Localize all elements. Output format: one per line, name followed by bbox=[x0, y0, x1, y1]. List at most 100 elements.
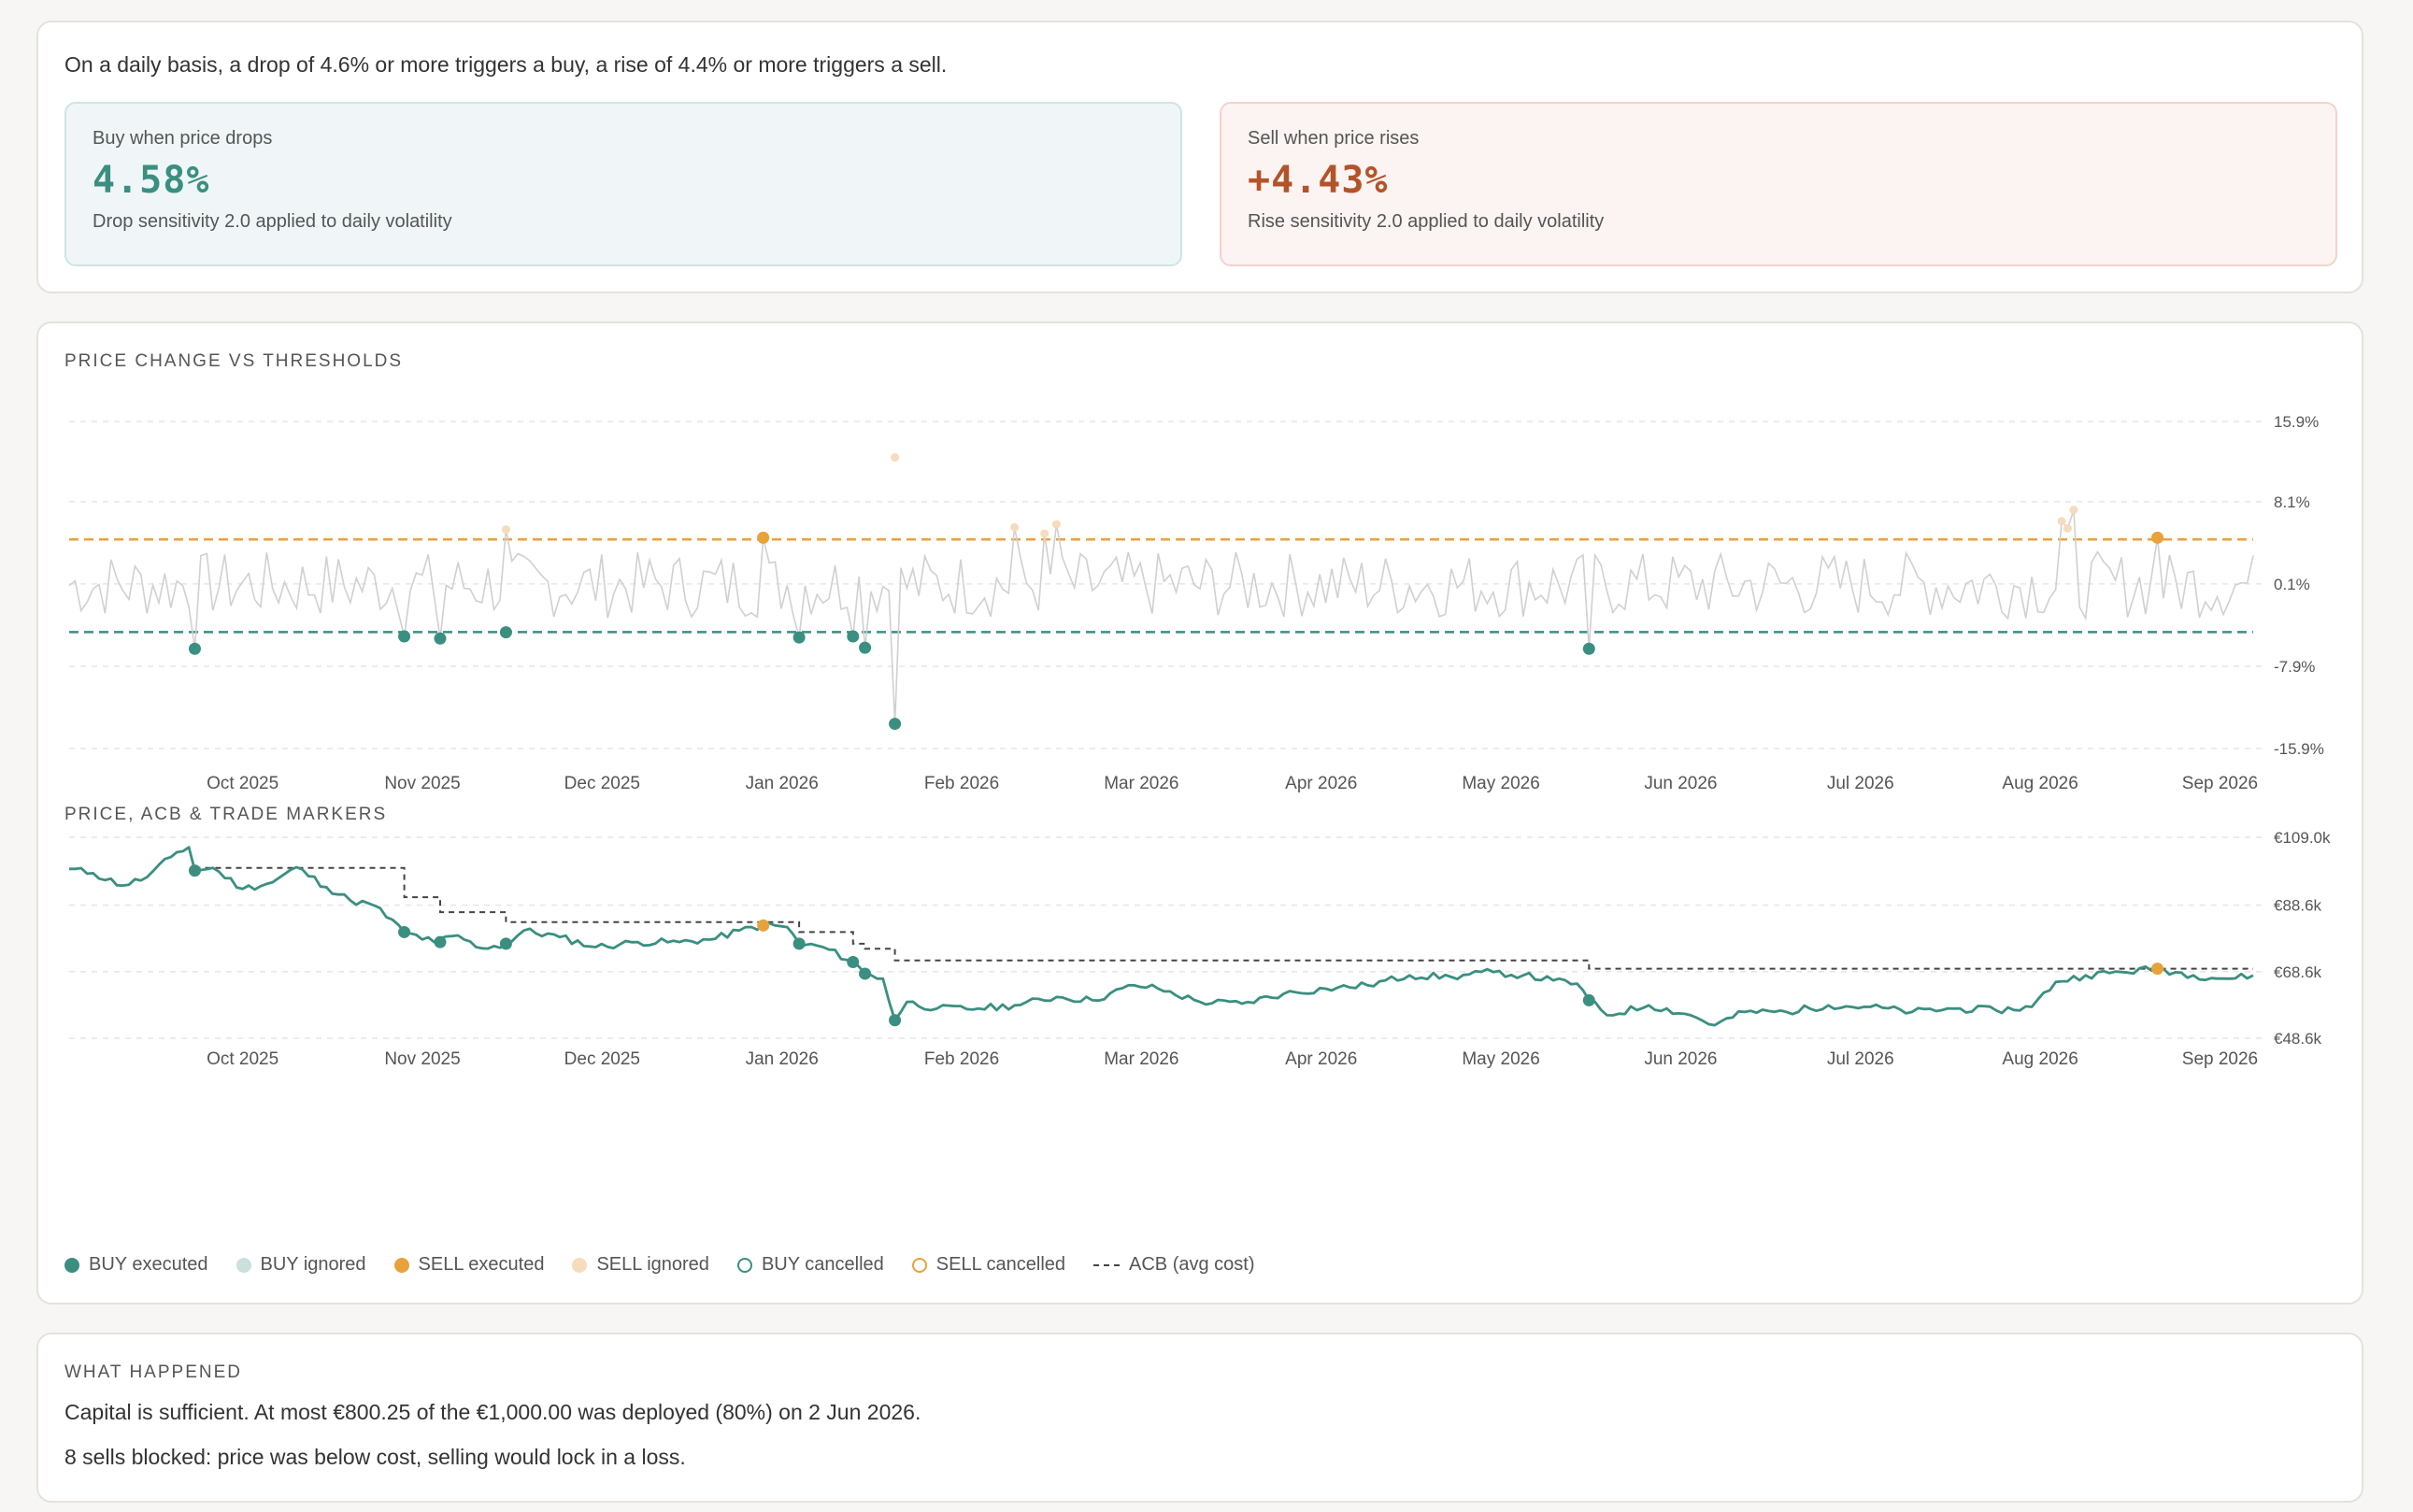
buy-threshold-label: Buy when price drops bbox=[93, 128, 273, 149]
x-tick-label: Apr 2026 bbox=[1285, 1049, 1357, 1069]
x-tick-label: Oct 2025 bbox=[207, 774, 278, 793]
buy-threshold-box: Buy when price drops 4.58% Drop sensitiv… bbox=[64, 102, 1182, 266]
x-tick-label: Apr 2026 bbox=[1285, 774, 1357, 793]
legend-sell-executed: SELL executed bbox=[393, 1254, 545, 1276]
x-tick-label: Mar 2026 bbox=[1104, 1049, 1178, 1069]
change-chart-title: PRICE CHANGE VS THRESHOLDS bbox=[64, 351, 404, 371]
buy-executed-marker bbox=[434, 935, 447, 949]
sell-ignored-marker bbox=[2063, 523, 2073, 533]
charts-card: PRICE CHANGE VS THRESHOLDS 15.9% 8.1% 0.1%… bbox=[36, 321, 2363, 1305]
sell-executed-marker bbox=[757, 919, 770, 932]
x-tick-label: Jan 2026 bbox=[746, 774, 819, 793]
legend-label: BUY executed bbox=[89, 1254, 208, 1275]
legend-label: SELL ignored bbox=[596, 1254, 709, 1275]
legend-label: BUY ignored bbox=[260, 1254, 366, 1275]
buy-executed-marker bbox=[499, 937, 512, 950]
buy-executed-marker bbox=[859, 967, 872, 980]
y-tick-label: €68.6k bbox=[2274, 963, 2322, 981]
legend-sell-cancelled: SELL cancelled bbox=[911, 1254, 1065, 1276]
y-tick-label: 15.9% bbox=[2274, 413, 2319, 431]
buy-cancelled-swatch bbox=[736, 1257, 752, 1273]
sell-threshold-sub: Rise sensitivity 2.0 applied to daily vo… bbox=[1248, 211, 1605, 232]
what-happened-title: WHAT HAPPENED bbox=[64, 1362, 242, 1382]
buy-executed-marker bbox=[398, 630, 411, 643]
sell-ignored-marker bbox=[501, 525, 510, 535]
acb-swatch bbox=[1093, 1263, 1121, 1266]
x-tick-label: Jun 2026 bbox=[1644, 1049, 1717, 1069]
chart-legend: BUY executed BUY ignored SELL executed S… bbox=[64, 1254, 1255, 1276]
x-tick-label: Mar 2026 bbox=[1104, 774, 1178, 793]
x-tick-label: Nov 2025 bbox=[384, 1049, 460, 1069]
daily-change-line bbox=[68, 509, 2254, 724]
y-tick-label: €88.6k bbox=[2274, 897, 2322, 915]
x-tick-label: Aug 2026 bbox=[2002, 774, 2077, 793]
sell-ignored-marker bbox=[891, 453, 900, 463]
x-tick-label: May 2026 bbox=[1462, 1049, 1539, 1069]
buy-executed-marker bbox=[188, 642, 201, 655]
x-tick-label: Oct 2025 bbox=[207, 1049, 278, 1069]
y-tick-label: -7.9% bbox=[2274, 658, 2315, 676]
sell-ignored-marker bbox=[1040, 529, 1049, 538]
y-tick-label: €109.0k bbox=[2274, 829, 2331, 847]
sell-threshold-box: Sell when price rises +4.43% Rise sensit… bbox=[1220, 102, 2337, 266]
x-tick-label: Aug 2026 bbox=[2002, 1049, 2077, 1069]
legend-buy-executed: BUY executed bbox=[64, 1254, 208, 1276]
sell-threshold-label: Sell when price rises bbox=[1248, 128, 1420, 149]
x-tick-label: Sep 2026 bbox=[2182, 1049, 2258, 1069]
buy-ignored-swatch bbox=[236, 1257, 251, 1273]
x-tick-label: Dec 2025 bbox=[564, 1049, 640, 1069]
price-line bbox=[69, 846, 2254, 1027]
x-tick-label: Sep 2026 bbox=[2182, 774, 2258, 793]
buy-executed-marker bbox=[434, 632, 447, 645]
legend-acb: ACB (avg cost) bbox=[1093, 1254, 1255, 1276]
sell-executed-marker bbox=[757, 531, 770, 544]
sell-ignored-marker bbox=[1010, 522, 1020, 532]
buy-executed-marker bbox=[889, 718, 902, 731]
sell-ignored-marker bbox=[1051, 520, 1061, 529]
price-acb-chart: €109.0k €88.6k €68.6k €48.6k Oct 2025 Nov 202… bbox=[69, 829, 2331, 1069]
buy-executed-marker bbox=[859, 641, 872, 654]
x-tick-label: Jun 2026 bbox=[1644, 774, 1717, 793]
x-tick-label: Jul 2026 bbox=[1827, 774, 1894, 793]
what-happened-line-1: Capital is sufficient. At most €800.25 o… bbox=[64, 1400, 921, 1424]
x-tick-label: May 2026 bbox=[1462, 774, 1539, 793]
buy-executed-swatch bbox=[64, 1257, 79, 1273]
buy-executed-marker bbox=[847, 630, 860, 643]
legend-label: SELL executed bbox=[418, 1254, 545, 1275]
sell-ignored-swatch bbox=[572, 1257, 588, 1273]
buy-executed-marker bbox=[1582, 993, 1595, 1006]
y-tick-label: 8.1% bbox=[2274, 493, 2310, 511]
y-tick-label: €48.6k bbox=[2274, 1030, 2322, 1048]
sell-executed-swatch bbox=[393, 1257, 409, 1273]
sell-executed-marker bbox=[2151, 531, 2164, 544]
buy-executed-marker bbox=[499, 626, 512, 639]
sell-ignored-marker bbox=[2069, 506, 2078, 515]
buy-executed-marker bbox=[889, 1014, 902, 1027]
x-tick-label: Feb 2026 bbox=[924, 774, 999, 793]
sell-cancelled-swatch bbox=[911, 1257, 927, 1273]
sell-threshold-value: +4.43% bbox=[1248, 159, 1389, 202]
x-tick-label: Jul 2026 bbox=[1827, 1049, 1894, 1069]
price-chart-title: PRICE, ACB & TRADE MARKERS bbox=[64, 805, 388, 824]
buy-threshold-value: 4.58% bbox=[93, 159, 210, 202]
legend-label: BUY cancelled bbox=[761, 1254, 884, 1275]
legend-buy-cancelled: BUY cancelled bbox=[736, 1254, 884, 1276]
x-tick-label: Dec 2025 bbox=[564, 774, 640, 793]
legend-sell-ignored: SELL ignored bbox=[572, 1254, 709, 1276]
sell-ignored-marker bbox=[2057, 517, 2066, 526]
buy-executed-marker bbox=[847, 955, 860, 968]
y-tick-label: -15.9% bbox=[2274, 740, 2324, 758]
what-happened-card: WHAT HAPPENED Capital is sufficient. At … bbox=[36, 1333, 2363, 1503]
legend-buy-ignored: BUY ignored bbox=[236, 1254, 366, 1276]
price-change-chart: 15.9% 8.1% 0.1% -7.9% -15.9% Oct 2025 Nov 2025… bbox=[68, 413, 2324, 793]
legend-label: ACB (avg cost) bbox=[1129, 1254, 1255, 1275]
buy-executed-marker bbox=[188, 864, 201, 877]
x-tick-label: Jan 2026 bbox=[746, 1049, 819, 1069]
buy-threshold-sub: Drop sensitivity 2.0 applied to daily vo… bbox=[93, 211, 452, 232]
buy-executed-marker bbox=[792, 631, 806, 644]
y-tick-label: 0.1% bbox=[2274, 576, 2310, 593]
x-tick-label: Feb 2026 bbox=[924, 1049, 999, 1069]
buy-executed-marker bbox=[1582, 642, 1595, 655]
what-happened-line-2: 8 sells blocked: price was below cost, s… bbox=[64, 1445, 686, 1469]
threshold-summary-card: On a daily basis, a drop of 4.6% or more… bbox=[36, 21, 2363, 293]
